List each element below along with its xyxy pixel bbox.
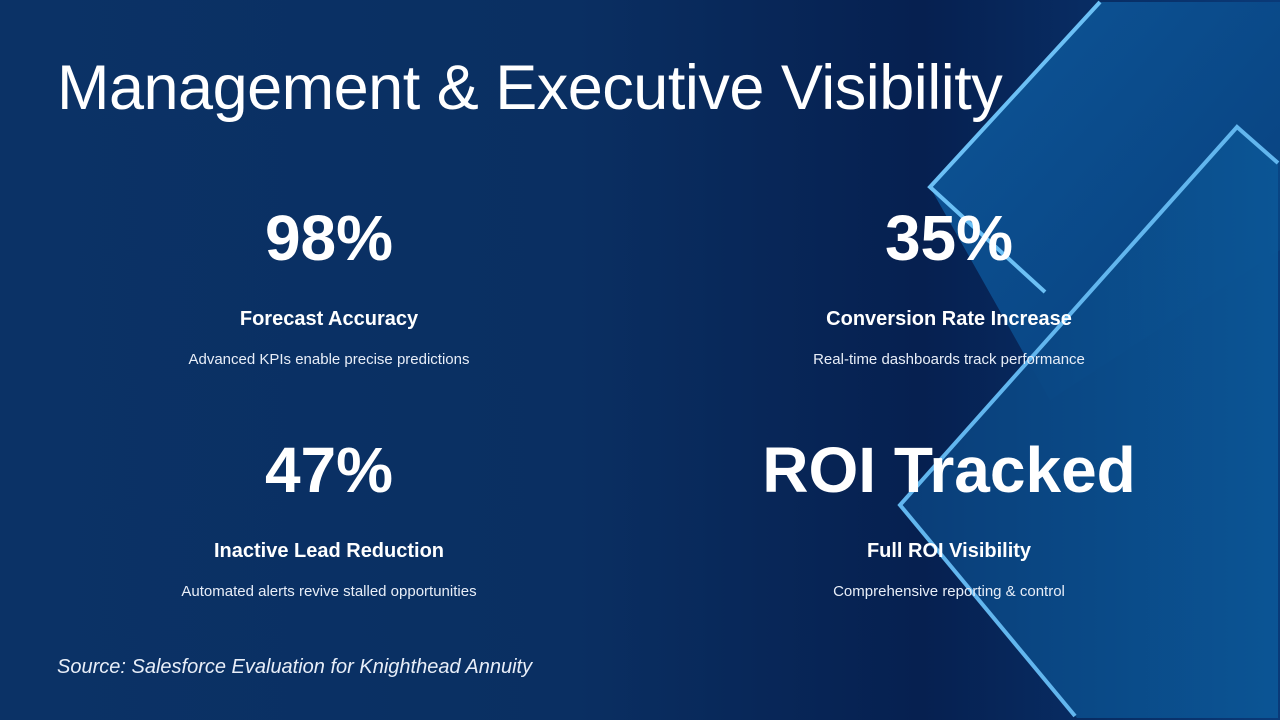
stat-roi-tracked: ROI Tracked Full ROI Visibility Comprehe… xyxy=(669,438,1229,600)
stat-conversion-rate: 35% Conversion Rate Increase Real-time d… xyxy=(669,206,1229,368)
stat-forecast-accuracy: 98% Forecast Accuracy Advanced KPIs enab… xyxy=(49,206,609,368)
page-title: Management & Executive Visibility xyxy=(57,53,1003,123)
stat-label: Full ROI Visibility xyxy=(866,540,1032,562)
stat-value: 47% xyxy=(264,434,394,506)
lower-diamond-outline xyxy=(897,124,1280,718)
stat-value: 35% xyxy=(884,202,1014,274)
stat-description: Comprehensive reporting & control xyxy=(833,583,1065,600)
stat-description: Advanced KPIs enable precise predictions xyxy=(188,351,470,368)
stat-description: Real-time dashboards track performance xyxy=(813,351,1085,368)
source-note: Source: Salesforce Evaluation for Knight… xyxy=(57,656,533,678)
stat-label: Inactive Lead Reduction xyxy=(213,540,445,562)
stat-description: Automated alerts revive stalled opportun… xyxy=(181,583,477,600)
stat-label: Forecast Accuracy xyxy=(239,308,419,330)
stat-inactive-lead-reduction: 47% Inactive Lead Reduction Automated al… xyxy=(49,438,609,600)
lower-diamond xyxy=(900,127,1278,718)
stat-label: Conversion Rate Increase xyxy=(826,308,1072,330)
stat-value: 98% xyxy=(264,202,394,274)
upper-diamond-outline xyxy=(927,0,1102,294)
stat-value: ROI Tracked xyxy=(762,434,1136,506)
